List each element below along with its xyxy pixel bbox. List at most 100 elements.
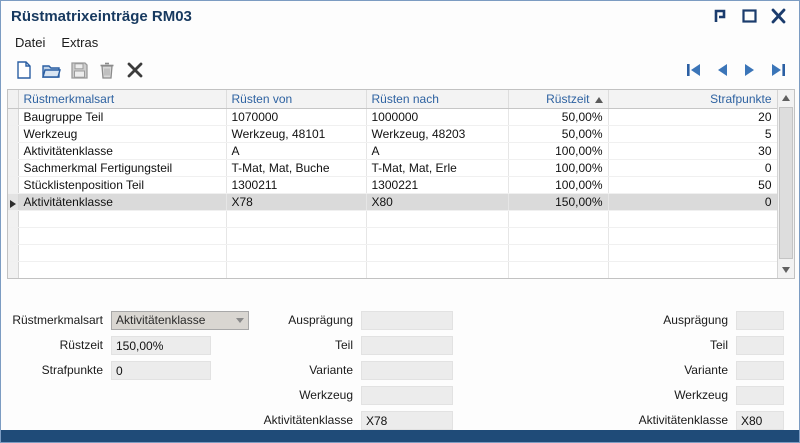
cell-strafpunkte: 50 [608, 176, 777, 194]
title-bar: Rüstmatrixeinträge RM03 [1, 1, 799, 31]
column-header-ruestzeit-label: Rüstzeit [546, 91, 590, 106]
chevron-down-icon [236, 318, 244, 323]
von-auspraegung-field[interactable] [361, 311, 453, 330]
sort-ascending-icon [594, 96, 603, 103]
window-title: Rüstmatrixeinträge RM03 [11, 7, 192, 25]
table-row-empty[interactable] [8, 261, 777, 278]
open-folder-icon [41, 64, 61, 78]
ruestmerkmalsart-select[interactable]: Aktivitätenklasse [111, 311, 249, 330]
menu-extras[interactable]: Extras [61, 34, 99, 50]
cell-ruestmerkmalsart: Aktivitätenklasse [18, 193, 227, 211]
table-row-empty[interactable] [8, 210, 777, 228]
ruestmerkmalsart-value: Aktivitätenklasse [116, 313, 206, 327]
nach-auspraegung-field[interactable] [736, 311, 784, 330]
new-record-button[interactable] [11, 58, 35, 82]
menu-datei[interactable]: Datei [15, 34, 46, 50]
row-selector[interactable] [8, 193, 19, 211]
row-selector[interactable] [8, 142, 19, 160]
column-header-ruestzeit[interactable]: Rüstzeit [508, 90, 609, 109]
cell-strafpunkte: 20 [608, 108, 777, 126]
first-record-icon [687, 64, 700, 76]
toolbar [1, 53, 799, 87]
table-row[interactable]: Aktivitätenklasse A A 100,00% 30 [8, 142, 777, 160]
table-row[interactable]: Baugruppe Teil 1070000 1000000 50,00% 20 [8, 108, 777, 126]
open-button[interactable] [39, 58, 63, 82]
form-group-von: Ausprägung Teil Variante Werkzeug Aktivi… [246, 311, 453, 436]
table-row[interactable]: Werkzeug Werkzeug, 48101 Werkzeug, 48203… [8, 125, 777, 143]
maximize-button[interactable] [741, 8, 758, 24]
scroll-down-button[interactable] [778, 262, 794, 278]
table-row[interactable]: Sachmerkmal Fertigungsteil T-Mat, Mat, B… [8, 159, 777, 177]
nach-aktivitaetenklasse-field[interactable]: X80 [736, 411, 784, 430]
column-header-ruesten-nach[interactable]: Rüsten nach [366, 90, 509, 109]
ruestzeit-field[interactable]: 150,00% [111, 336, 211, 355]
next-record-button[interactable] [739, 59, 761, 81]
form-group-general: Rüstmerkmalsart Aktivitätenklasse Rüstze… [9, 311, 249, 386]
table-row-selected[interactable]: Aktivitätenklasse X78 X80 150,00% 0 [8, 193, 777, 211]
nach-variante-field[interactable] [736, 361, 784, 380]
von-aktivitaetenklasse-field[interactable]: X78 [361, 411, 453, 430]
nach-werkzeug-field[interactable] [736, 386, 784, 405]
scroll-up-button[interactable] [778, 90, 794, 106]
cell-ruesten-nach: T-Mat, Mat, Erle [366, 159, 509, 177]
nach-werkzeug-label: Werkzeug [674, 388, 728, 402]
nach-teil-label: Teil [709, 338, 728, 352]
cell-ruesten-nach: 1300221 [366, 176, 509, 194]
von-aktivitaetenklasse-label: Aktivitätenklasse [263, 413, 353, 427]
table-row-empty[interactable] [8, 227, 777, 245]
close-button[interactable] [770, 8, 787, 24]
cell-ruesten-von: A [226, 142, 367, 160]
column-header-strafpunkte[interactable]: Strafpunkte [608, 90, 777, 109]
cell-ruestmerkmalsart: Baugruppe Teil [18, 108, 227, 126]
von-werkzeug-field[interactable] [361, 386, 453, 405]
row-selector[interactable] [8, 227, 19, 245]
cell-ruesten-nach: X80 [366, 193, 509, 211]
von-werkzeug-label: Werkzeug [299, 388, 353, 402]
first-record-button[interactable] [683, 59, 705, 81]
cell-ruestmerkmalsart: Sachmerkmal Fertigungsteil [18, 159, 227, 177]
cell-ruesten-nach: 1000000 [366, 108, 509, 126]
cell-ruestzeit: 150,00% [508, 193, 609, 211]
row-selector[interactable] [8, 159, 19, 177]
setup-matrix-grid: Rüstmerkmalsart Rüsten von Rüsten nach R… [7, 89, 795, 279]
last-record-icon [772, 64, 785, 76]
cell-ruestzeit: 50,00% [508, 125, 609, 143]
cancel-button[interactable] [123, 58, 147, 82]
row-selector[interactable] [8, 108, 19, 126]
ruestzeit-label: Rüstzeit [59, 338, 103, 352]
scrollbar-thumb[interactable] [779, 107, 793, 259]
column-header-ruesten-von[interactable]: Rüsten von [226, 90, 367, 109]
von-variante-label: Variante [309, 363, 353, 377]
von-teil-field[interactable] [361, 336, 453, 355]
cell-ruestzeit: 100,00% [508, 142, 609, 160]
von-auspraegung-label: Ausprägung [288, 313, 353, 327]
table-row[interactable]: Stücklistenposition Teil 1300211 1300221… [8, 176, 777, 194]
cell-ruestzeit: 100,00% [508, 176, 609, 194]
von-variante-field[interactable] [361, 361, 453, 380]
cell-strafpunkte: 5 [608, 125, 777, 143]
column-header-ruestmerkmalsart[interactable]: Rüstmerkmalsart [18, 90, 227, 109]
nach-variante-label: Variante [684, 363, 728, 377]
nach-auspraegung-label: Ausprägung [663, 313, 728, 327]
new-document-icon [16, 61, 31, 79]
nach-teil-field[interactable] [736, 336, 784, 355]
von-teil-label: Teil [334, 338, 353, 352]
save-button[interactable] [67, 58, 91, 82]
row-selector[interactable] [8, 261, 19, 278]
previous-record-button[interactable] [711, 59, 733, 81]
window-logo-icon[interactable] [711, 8, 729, 24]
table-row-empty[interactable] [8, 244, 777, 262]
row-selector[interactable] [8, 125, 19, 143]
strafpunkte-field[interactable]: 0 [111, 361, 211, 380]
cell-ruestmerkmalsart: Stücklistenposition Teil [18, 176, 227, 194]
row-selector[interactable] [8, 176, 19, 194]
row-selector[interactable] [8, 210, 19, 228]
last-record-button[interactable] [767, 59, 789, 81]
delete-button[interactable] [95, 58, 119, 82]
menu-bar: Datei Extras [1, 31, 799, 53]
vertical-scrollbar[interactable] [777, 90, 794, 278]
bottom-accent-bar [1, 430, 799, 442]
nach-aktivitaetenklasse-label: Aktivitätenklasse [638, 413, 728, 427]
row-selector[interactable] [8, 244, 19, 262]
